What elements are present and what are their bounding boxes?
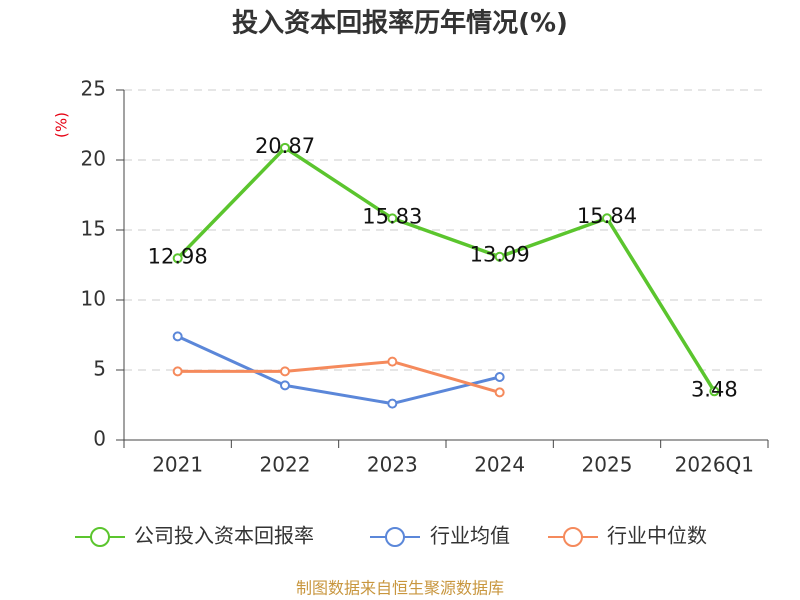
y-tick-label: 15 — [81, 217, 106, 241]
x-tick-label: 2022 — [260, 453, 311, 477]
data-point[interactable] — [494, 251, 505, 262]
x-tick-label: 2024 — [474, 453, 525, 477]
data-label: 20.87 — [255, 134, 315, 158]
chart-title: 投入资本回报率历年情况(%) — [232, 8, 568, 39]
data-point[interactable] — [387, 213, 398, 224]
legend: 公司投入资本回报率 行业均值 行业中位数 — [75, 524, 707, 548]
y-tick-label: 10 — [81, 287, 106, 311]
data-point[interactable] — [602, 213, 612, 224]
data-point[interactable] — [494, 372, 505, 382]
series-line-1 — [176, 334, 502, 406]
y-tick-label: 0 — [93, 427, 106, 451]
legend-circle-icon — [90, 527, 110, 547]
data-point[interactable] — [387, 398, 398, 409]
y-tick-label: 20 — [81, 147, 106, 171]
x-tick-label: 2023 — [367, 453, 418, 477]
data-point[interactable] — [387, 356, 398, 367]
legend-item-industry-average[interactable]: 行业均值 — [370, 524, 510, 548]
x-tick-label: 2025 — [582, 453, 633, 477]
legend-item-industry-median[interactable]: 行业中位数 — [548, 524, 707, 548]
data-point[interactable] — [709, 386, 720, 397]
x-tick-label: 2021 — [152, 453, 203, 477]
y-axis-label: (%) — [53, 112, 71, 138]
legend-label: 行业均值 — [430, 524, 510, 548]
data-point[interactable] — [280, 142, 290, 153]
data-point[interactable] — [172, 253, 183, 264]
x-tick-label: 2026Q1 — [675, 453, 754, 477]
data-label: 3.48 — [691, 377, 738, 401]
source-note: 制图数据来自恒生聚源数据库 — [296, 579, 504, 598]
data-label: 15.83 — [362, 204, 422, 228]
data-point[interactable] — [494, 387, 505, 398]
legend-circle-icon — [385, 527, 405, 547]
data-label: 12.98 — [148, 244, 208, 268]
series-line-0 — [175, 146, 717, 394]
data-point[interactable] — [280, 380, 290, 391]
data-label: 13.09 — [470, 243, 530, 267]
data-point[interactable] — [172, 331, 183, 342]
legend-item-company-roic[interactable]: 公司投入资本回报率 — [75, 524, 314, 548]
legend-label: 行业中位数 — [607, 524, 707, 548]
series-line-2 — [176, 360, 502, 394]
data-point[interactable] — [172, 366, 183, 377]
legend-label: 公司投入资本回报率 — [134, 524, 314, 548]
legend-circle-icon — [563, 527, 583, 547]
y-tick-label: 5 — [93, 357, 106, 381]
data-label: 15.84 — [577, 204, 637, 228]
y-tick-label: 25 — [81, 77, 106, 101]
data-point[interactable] — [280, 366, 290, 377]
